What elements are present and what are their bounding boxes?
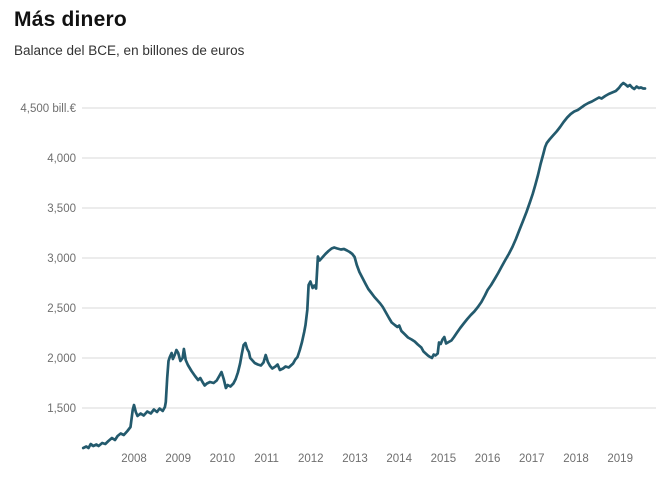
x-tick-label: 2008	[121, 453, 147, 465]
balance-line	[81, 81, 647, 450]
y-tick-label: 2,000	[47, 353, 76, 365]
x-tick-label: 2017	[519, 453, 545, 465]
x-tick-label: 2010	[210, 453, 236, 465]
x-tick-label: 2012	[298, 453, 324, 465]
x-tick-label: 2016	[475, 453, 501, 465]
y-tick-label: 2,500	[47, 303, 76, 315]
y-tick-label: 1,500	[47, 403, 76, 415]
x-tick-label: 2015	[431, 453, 457, 465]
x-tick-label: 2013	[342, 453, 368, 465]
y-tick-label: 4,000	[47, 153, 76, 165]
x-tick-label: 2019	[607, 453, 633, 465]
x-tick-label: 2014	[386, 453, 412, 465]
y-tick-label: 4,500 bill.€	[20, 103, 76, 115]
x-tick-label: 2011	[254, 453, 279, 465]
y-tick-label: 3,000	[47, 253, 76, 265]
x-tick-label: 2009	[165, 453, 191, 465]
x-tick-label: 2018	[563, 453, 589, 465]
page-title: Más dinero	[14, 8, 127, 31]
chart-subtitle: Balance del BCE, en billones de euros	[14, 43, 245, 58]
y-tick-label: 3,500	[47, 203, 76, 215]
